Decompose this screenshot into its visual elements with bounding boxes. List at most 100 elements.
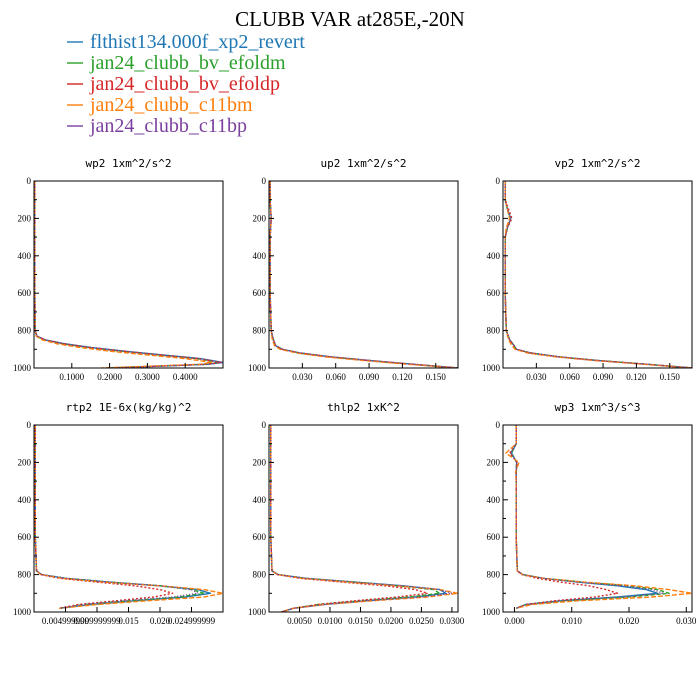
legend-label: flthist134.000f_xp2_revert: [90, 31, 305, 53]
series-line: [505, 425, 692, 609]
x-tick-label: 0.4000: [173, 372, 198, 382]
plot-frame: [502, 180, 693, 369]
series-line: [269, 181, 458, 368]
x-tick-label: 0.004999999: [42, 616, 90, 626]
series-line: [270, 425, 429, 612]
y-tick-label: 200: [487, 213, 501, 223]
y-tick-label: 800: [253, 570, 267, 580]
y-tick-label: 0: [496, 176, 501, 186]
series-group: [34, 425, 223, 609]
x-tick-label: 0.009999999: [73, 616, 121, 626]
y-tick-label: 800: [253, 326, 267, 336]
panel-title: rtp2 1E-6x(kg/kg)^2: [66, 401, 192, 414]
series-line: [504, 181, 692, 368]
y-tick-label: 0: [27, 420, 32, 430]
x-tick-label: 0.030: [526, 372, 547, 382]
series-group: [34, 181, 223, 368]
y-tick-label: 600: [18, 532, 32, 542]
series-group: [504, 181, 692, 368]
legend-label: jan24_clubb_c11bm: [89, 94, 253, 116]
series-line: [34, 425, 205, 609]
series-line: [269, 181, 458, 368]
series-line: [34, 181, 213, 368]
y-tick-label: 400: [487, 495, 501, 505]
panel-title: up2 1xm^2/s^2: [320, 157, 406, 170]
y-tick-label: 0: [262, 176, 267, 186]
y-tick-label: 200: [18, 213, 32, 223]
series-line: [34, 425, 199, 609]
y-tick-label: 200: [253, 457, 267, 467]
legend-entry: flthist134.000f_xp2_revert: [67, 31, 305, 53]
x-tick-label: 0.020: [150, 616, 171, 626]
y-tick-label: 400: [253, 495, 267, 505]
series-line: [34, 425, 212, 609]
x-tick-label: 0.015: [118, 616, 139, 626]
y-tick-label: 1000: [13, 607, 32, 617]
y-tick-label: 200: [18, 457, 32, 467]
chart-panel: vp2 1xm^2/s^2 0 200 400 600 800 1000 0.030 0.060…: [482, 157, 693, 382]
series-line: [270, 425, 441, 612]
x-tick-label: 0.000: [504, 616, 525, 626]
plot-frame: [33, 180, 224, 369]
y-tick-label: 600: [487, 288, 501, 298]
x-tick-label: 0.020: [619, 616, 640, 626]
series-line: [504, 181, 692, 368]
series-group: [269, 181, 458, 368]
x-tick-label: 0.0200: [379, 616, 404, 626]
series-line: [269, 181, 458, 368]
panel-title: wp3 1xm^3/s^3: [554, 401, 640, 414]
x-tick-label: 0.120: [392, 372, 413, 382]
series-line: [34, 425, 174, 609]
series-group: [270, 425, 458, 612]
x-tick-label: 0.150: [660, 372, 681, 382]
y-tick-label: 400: [253, 251, 267, 261]
legend-entry: jan24_clubb_bv_efoldm: [67, 52, 286, 74]
y-tick-label: 800: [18, 326, 32, 336]
panel-title: wp2 1xm^2/s^2: [85, 157, 171, 170]
y-tick-label: 1000: [482, 363, 501, 373]
series-line: [34, 181, 223, 368]
legend: flthist134.000f_xp2_revertjan24_clubb_bv…: [67, 31, 305, 137]
series-group: [505, 425, 692, 609]
x-tick-label: 0.010: [562, 616, 583, 626]
x-tick-label: 0.090: [593, 372, 614, 382]
legend-entry: jan24_clubb_c11bp: [67, 115, 247, 137]
x-tick-label: 0.3000: [135, 372, 160, 382]
series-line: [269, 181, 458, 368]
series-line: [269, 181, 458, 368]
panel-title: vp2 1xm^2/s^2: [554, 157, 640, 170]
legend-label: jan24_clubb_bv_efoldm: [89, 52, 286, 74]
legend-label: jan24_clubb_c11bp: [89, 115, 247, 137]
x-tick-label: 0.0100: [318, 616, 343, 626]
chart-panel: thlp2 1xK^2 0 200 400 600 800 1000 0.0050 0.0100…: [248, 401, 465, 626]
series-line: [509, 425, 665, 609]
x-tick-label: 0.090: [359, 372, 380, 382]
y-tick-label: 800: [18, 570, 32, 580]
series-line: [34, 181, 220, 368]
x-tick-label: 0.024999999: [168, 616, 216, 626]
series-line: [270, 425, 458, 612]
y-tick-label: 200: [253, 213, 267, 223]
x-tick-label: 0.2000: [97, 372, 122, 382]
series-line: [504, 181, 692, 368]
x-tick-label: 0.0050: [287, 616, 312, 626]
x-tick-label: 0.060: [560, 372, 581, 382]
series-line: [34, 425, 223, 609]
chart-panel: wp2 1xm^2/s^2 0 200 400 600 800 1000 0.1000 0.20…: [13, 157, 224, 382]
figure-title: CLUBB VAR at285E,-20N: [235, 7, 465, 31]
y-tick-label: 400: [18, 495, 32, 505]
chart-panel: up2 1xm^2/s^2 0 200 400 600 800 1000 0.030 0.060…: [248, 157, 459, 382]
y-tick-label: 1000: [13, 363, 32, 373]
x-tick-label: 0.0150: [348, 616, 373, 626]
legend-entry: jan24_clubb_bv_efoldp: [67, 73, 280, 95]
chart-panel: rtp2 1E-6x(kg/kg)^2 0 200 400 600 800 1000 0.00…: [13, 401, 224, 626]
legend-entry: jan24_clubb_c11bm: [67, 94, 253, 116]
x-tick-label: 0.060: [326, 372, 347, 382]
x-tick-label: 0.0250: [409, 616, 434, 626]
y-tick-label: 400: [18, 251, 32, 261]
y-tick-label: 0: [262, 420, 267, 430]
y-tick-label: 0: [27, 176, 32, 186]
panel-title: thlp2 1xK^2: [327, 401, 400, 414]
y-tick-label: 800: [487, 326, 501, 336]
